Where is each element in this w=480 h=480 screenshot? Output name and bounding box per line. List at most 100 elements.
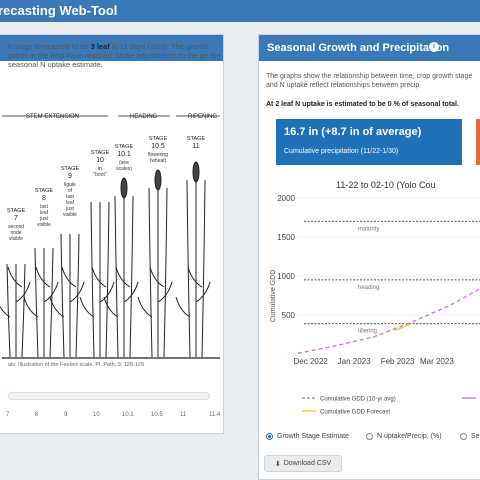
growth-stage-slider[interactable] [8, 392, 210, 400]
x-tick-label: Feb 2023 [381, 357, 415, 366]
stage-note: leaf [66, 200, 75, 206]
slider-tick-label: 7 [6, 412, 10, 418]
plant-leaf [195, 281, 211, 303]
stage-number: 10 [96, 157, 104, 164]
app-title: recasting Web-Tool [0, 3, 118, 18]
y-tick-label: 2000 [277, 194, 295, 203]
stage-note: ligule [64, 182, 76, 188]
wheat-head [154, 169, 162, 191]
figure-caption: als: Illustration of the Feekes scale. P… [8, 362, 145, 368]
radio-dot[interactable] [366, 433, 373, 440]
plant-leaf [103, 296, 119, 318]
stage-label: STAGE [7, 208, 26, 214]
stage-number: 8 [42, 195, 46, 202]
stage-note: visible [9, 236, 23, 242]
plant-leaf [23, 296, 39, 318]
plant-leaf [0, 305, 11, 318]
x-tick-label: Mar 2023 [420, 357, 454, 366]
plant-stem [148, 187, 153, 358]
stage-label: STAGE [149, 136, 168, 142]
slider-tick-label: 10 [93, 412, 100, 418]
stage-note: leaf [40, 210, 49, 216]
plant-leaf [35, 266, 51, 288]
precipitation-label: Cumulative precipitation (11/22-1/30) [284, 148, 399, 155]
plant-leaf [137, 296, 153, 318]
feekes-scale-illustration: STEM EXTENSION HEADING RIPENING STAGE7se… [0, 114, 220, 359]
stage-note: last [66, 194, 74, 200]
reference-label: tillering [358, 329, 377, 335]
plant-stem [34, 247, 39, 358]
radio-label: N uptake/Precip. (%) [377, 433, 442, 440]
stage-label: STAGE [35, 188, 54, 194]
slider-tick-label: 8 [35, 412, 39, 418]
slider-tick-label: 9 [64, 412, 68, 418]
slider-tick-label: 11.4 [209, 412, 221, 418]
plant-stem [60, 233, 65, 358]
plant-leaf [157, 281, 173, 303]
stage-note: of [68, 188, 73, 194]
ripening-label: RIPENING [188, 114, 217, 120]
download-icon: ⬇ [274, 460, 281, 468]
y-tick-label: 500 [282, 311, 296, 320]
plant-leaf [99, 281, 115, 303]
seasonal-description: The graphs show the relationship between… [266, 73, 473, 89]
chart-title: 11-22 to 02-10 (Yolo Cou [336, 180, 436, 190]
growth-stage-description: h stage forecasted to be 3 leaf in 11 da… [8, 42, 224, 69]
plant-leaf [69, 281, 85, 303]
stage-label: STAGE [91, 150, 110, 156]
download-csv-button[interactable]: ⬇ Download CSV [264, 455, 342, 472]
plant-stem [201, 179, 206, 358]
stage-number: 7 [14, 215, 18, 222]
plant-leaf [187, 266, 203, 288]
growth-stage-card-header [0, 35, 223, 61]
download-label: Download CSV [283, 460, 332, 467]
y-axis-label: Cumulative GDD [270, 270, 277, 323]
gdd-chart: 11-22 to 02-10 (Yolo Cou Cumulative GDD … [270, 180, 480, 416]
plant-leaf [43, 281, 59, 303]
plant-leaf [149, 266, 165, 288]
stem-extension-label: STEM EXTENSION [26, 114, 79, 120]
stage-note: visible [63, 212, 77, 218]
stage-label: STAGE [187, 136, 206, 142]
series-line [394, 323, 411, 332]
plant-leaf [79, 296, 95, 318]
plant-leaf [175, 296, 191, 318]
legend-label: Cumulative GDD (10-yr avg) [320, 397, 396, 403]
plant-stem [114, 195, 119, 358]
x-tick-label: Dec 2022 [294, 357, 329, 366]
stage-note: second [8, 224, 24, 230]
stage-note: visible [37, 222, 51, 228]
stage-labels: STAGE7secondnodevisibleSTAGE8lastleafjus… [7, 136, 206, 242]
heading-label: HEADING [130, 114, 158, 120]
y-tick-label: 1500 [277, 233, 295, 242]
x-tick-label: Jan 2023 [338, 357, 371, 366]
stage-label: STAGE [61, 166, 80, 172]
n-uptake-estimate: At 2 leaf N uptake is estimated to be 0 … [266, 101, 459, 108]
description-post: in 11 days (2/10). The growth plants in … [8, 42, 221, 69]
radio-dot[interactable] [460, 433, 467, 440]
radio-option[interactable]: Se [460, 433, 480, 440]
radio-option[interactable]: N uptake/Precip. (%) [366, 433, 442, 440]
plant-stem [6, 263, 11, 358]
legend-label: Cumulative GDD Forecast [320, 410, 390, 416]
radio-dot[interactable] [266, 433, 273, 440]
seasonal-growth-card-header: Seasonal Growth and Precipitation i [259, 35, 480, 61]
info-icon[interactable]: i [429, 42, 439, 52]
plant-leaf [61, 266, 77, 288]
plant-leaf [91, 266, 107, 288]
slider-tick-label: 11 [180, 412, 187, 418]
plant-leaf [115, 266, 131, 288]
reference-label: maturity [358, 226, 379, 232]
stage-note: (wheat) [150, 158, 167, 164]
slider-ticks: 7 8 9 10 10.1 10.5 11 11.4 [6, 412, 224, 422]
stage-number: 10.5 [151, 143, 165, 150]
description-stage: 3 leaf [90, 42, 110, 51]
plant-leaf [49, 296, 65, 318]
plant-leaf [15, 281, 31, 303]
reference-label: heading [358, 285, 379, 291]
wheat-head [120, 177, 128, 199]
slider-tick-label: 10.1 [122, 412, 134, 418]
radio-option[interactable]: Growth Stage Estimate [266, 433, 349, 440]
plant-stem [21, 263, 26, 358]
description-pre: h stage forecasted to be [8, 42, 91, 51]
